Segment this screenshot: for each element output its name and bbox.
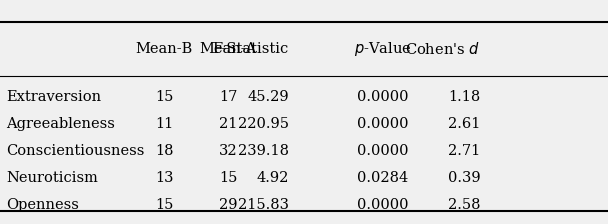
Text: 0.0000: 0.0000 — [358, 90, 409, 104]
Text: 0.0284: 0.0284 — [358, 171, 409, 185]
Text: 0.0000: 0.0000 — [358, 117, 409, 131]
Text: 215.83: 215.83 — [238, 198, 289, 212]
Text: 1.18: 1.18 — [448, 90, 480, 104]
Text: 2.71: 2.71 — [448, 144, 480, 158]
Text: 2.61: 2.61 — [448, 117, 480, 131]
Text: 0.0000: 0.0000 — [358, 144, 409, 158]
Text: Conscientiousness: Conscientiousness — [6, 144, 145, 158]
Text: 220.95: 220.95 — [238, 117, 289, 131]
Text: 32: 32 — [219, 144, 237, 158]
Text: F-Statistic: F-Statistic — [213, 42, 289, 56]
Text: 15: 15 — [155, 90, 173, 104]
Text: Mean-B: Mean-B — [136, 42, 193, 56]
Text: $p$-Value: $p$-Value — [354, 40, 412, 58]
Text: 2.58: 2.58 — [448, 198, 480, 212]
Text: Openness: Openness — [6, 198, 79, 212]
Text: 17: 17 — [219, 90, 237, 104]
Text: 0.39: 0.39 — [447, 171, 480, 185]
Text: Neuroticism: Neuroticism — [6, 171, 98, 185]
Text: 0.0000: 0.0000 — [358, 198, 409, 212]
Text: 29: 29 — [219, 198, 237, 212]
Text: 4.92: 4.92 — [257, 171, 289, 185]
Text: 21: 21 — [219, 117, 237, 131]
Text: Cohen's $d$: Cohen's $d$ — [406, 41, 480, 57]
Text: 13: 13 — [155, 171, 173, 185]
Text: 18: 18 — [155, 144, 173, 158]
Text: 15: 15 — [155, 198, 173, 212]
Text: Extraversion: Extraversion — [6, 90, 101, 104]
Text: 239.18: 239.18 — [238, 144, 289, 158]
Text: Mean-A: Mean-A — [199, 42, 257, 56]
Text: Agreeableness: Agreeableness — [6, 117, 115, 131]
Text: 15: 15 — [219, 171, 237, 185]
Text: 11: 11 — [155, 117, 173, 131]
Text: 45.29: 45.29 — [247, 90, 289, 104]
